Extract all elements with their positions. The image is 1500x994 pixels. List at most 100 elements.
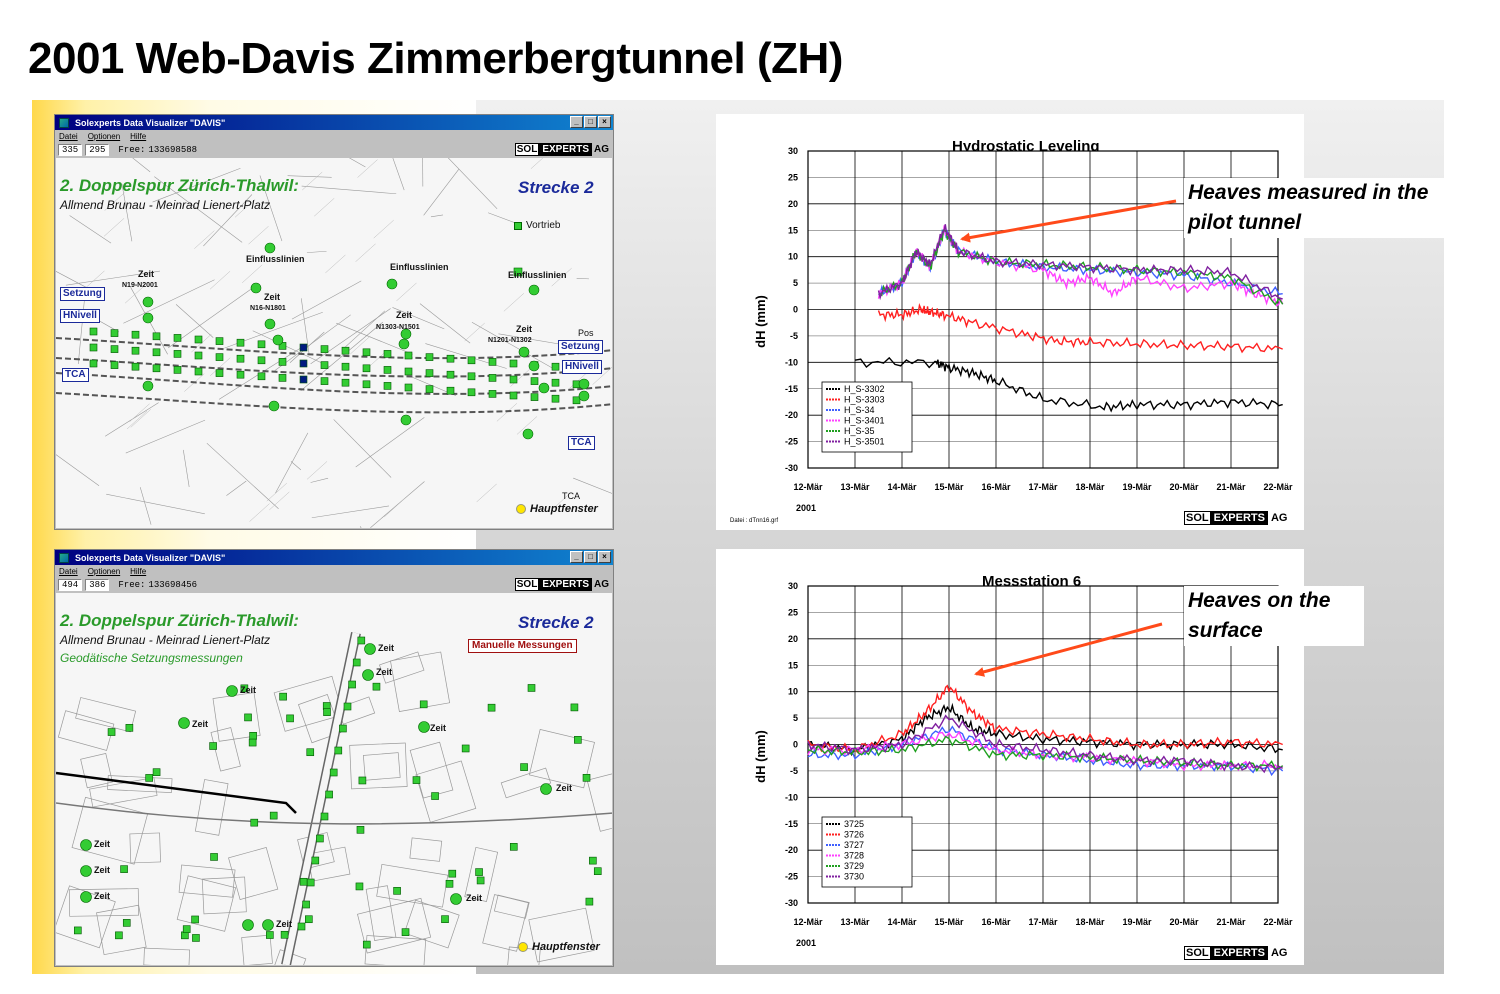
measure-point[interactable] [386, 278, 398, 290]
measure-square[interactable] [585, 897, 594, 906]
measure-square[interactable] [209, 742, 217, 750]
measure-square[interactable] [572, 396, 581, 405]
measure-point[interactable] [362, 669, 374, 681]
measure-square[interactable] [305, 915, 313, 924]
road-measure-square[interactable] [343, 702, 352, 711]
measure-square[interactable] [145, 774, 153, 782]
measure-square[interactable] [194, 351, 203, 360]
measure-square[interactable] [191, 915, 199, 924]
measure-point[interactable] [578, 390, 590, 402]
measure-square[interactable] [122, 919, 131, 927]
measure-square[interactable] [574, 736, 582, 744]
measure-square[interactable] [120, 865, 128, 873]
measure-point[interactable] [268, 400, 280, 412]
measure-square[interactable] [215, 369, 224, 377]
measure-square[interactable] [192, 934, 200, 942]
measure-square[interactable] [107, 728, 116, 736]
measure-square[interactable] [509, 391, 518, 400]
measure-square[interactable] [236, 354, 245, 363]
tca-box-left[interactable]: TCA [62, 368, 89, 382]
measure-square[interactable] [551, 362, 560, 371]
menu-optionen[interactable]: Optionen [87, 566, 121, 576]
measure-square[interactable] [467, 356, 476, 365]
measure-square[interactable] [431, 792, 439, 800]
measure-point[interactable] [142, 312, 154, 324]
road-measure-square[interactable] [348, 680, 356, 689]
measure-square[interactable] [488, 374, 497, 382]
measure-square[interactable] [110, 329, 119, 337]
measure-square[interactable] [425, 353, 434, 361]
menu-hilfe[interactable]: Hilfe [130, 566, 147, 576]
measure-square[interactable] [279, 692, 287, 701]
measure-point[interactable] [518, 346, 530, 358]
measure-square[interactable] [412, 776, 421, 784]
measure-point[interactable] [80, 891, 92, 903]
measure-square[interactable] [446, 370, 455, 379]
menu-datei[interactable]: Datei [59, 566, 78, 576]
measure-point[interactable] [250, 282, 262, 294]
measure-square[interactable] [110, 361, 119, 369]
road-measure-square[interactable] [311, 856, 320, 865]
measure-square[interactable] [383, 382, 392, 390]
measure-square[interactable] [356, 826, 365, 834]
measure-square[interactable] [475, 868, 483, 876]
measure-square[interactable] [404, 383, 413, 392]
measure-square[interactable] [173, 366, 182, 374]
hauptfenster-button[interactable]: Hauptfenster [516, 503, 598, 515]
measure-square[interactable] [362, 348, 371, 357]
measure-square[interactable] [215, 337, 224, 345]
measure-square[interactable] [74, 926, 82, 935]
tca-box-right[interactable]: TCA [568, 436, 595, 450]
measure-square[interactable] [89, 327, 98, 336]
map-view[interactable]: 2. Doppelspur Zürich-Thalwil: Allmend Br… [56, 158, 612, 528]
measure-square[interactable] [320, 345, 329, 353]
measure-square[interactable] [362, 940, 371, 949]
hnivell-box-left[interactable]: HNivell [60, 309, 100, 323]
measure-square[interactable] [299, 359, 308, 368]
measure-point[interactable] [450, 893, 462, 905]
measure-point[interactable] [522, 428, 534, 440]
measure-square[interactable] [240, 684, 249, 693]
measure-square[interactable] [582, 774, 591, 782]
measure-point[interactable] [540, 783, 552, 795]
menu-optionen[interactable]: Optionen [87, 131, 121, 141]
measure-square[interactable] [299, 343, 308, 352]
measure-point[interactable] [142, 380, 154, 392]
measure-square[interactable] [89, 359, 98, 368]
measure-square[interactable] [530, 393, 539, 401]
measure-point[interactable] [80, 839, 92, 851]
road-measure-square[interactable] [302, 900, 310, 909]
measure-square[interactable] [446, 354, 455, 363]
measure-square[interactable] [509, 375, 518, 384]
measure-square[interactable] [446, 386, 455, 395]
measure-square[interactable] [445, 879, 454, 888]
road-measure-square[interactable] [334, 746, 343, 755]
measure-square[interactable] [467, 372, 476, 381]
measure-square[interactable] [125, 724, 134, 732]
measure-square[interactable] [194, 335, 203, 344]
measure-square[interactable] [299, 877, 308, 886]
measure-square[interactable] [383, 350, 392, 358]
measure-square[interactable] [280, 930, 289, 939]
measure-square[interactable] [358, 776, 367, 785]
hauptfenster-button[interactable]: Hauptfenster [518, 941, 600, 953]
measure-point[interactable] [262, 919, 274, 931]
measure-square[interactable] [236, 338, 245, 347]
measure-square[interactable] [372, 682, 381, 691]
measure-square[interactable] [509, 359, 518, 368]
road-measure-square[interactable] [306, 878, 315, 887]
measure-point[interactable] [398, 338, 410, 350]
road-measure-square[interactable] [320, 812, 329, 821]
menu-datei[interactable]: Datei [59, 131, 78, 141]
measure-square[interactable] [152, 348, 161, 357]
measure-square[interactable] [589, 856, 597, 865]
davis-window-top[interactable]: Solexperts Data Visualizer "DAVIS" _ □ ×… [54, 114, 614, 530]
measure-point[interactable] [400, 328, 412, 340]
measure-point[interactable] [226, 685, 238, 697]
window-titlebar[interactable]: Solexperts Data Visualizer "DAVIS" _ □ × [55, 115, 613, 130]
measure-square[interactable] [509, 843, 518, 851]
minimize-icon[interactable]: _ [570, 551, 583, 563]
measure-square[interactable] [257, 372, 266, 381]
measure-square[interactable] [152, 364, 161, 373]
close-icon[interactable]: × [598, 116, 611, 128]
